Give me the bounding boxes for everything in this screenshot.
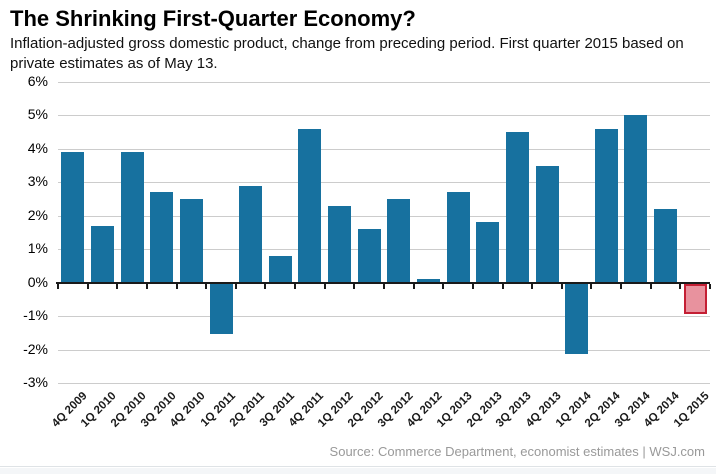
x-axis-tick — [353, 283, 356, 289]
bar-4q-2013 — [535, 165, 559, 283]
x-axis-tick — [649, 283, 652, 289]
gridline — [58, 215, 710, 217]
bar-3q-2012 — [387, 199, 411, 283]
gridline — [58, 383, 710, 384]
bar-1q-2013 — [446, 192, 470, 283]
x-axis-tick — [412, 283, 415, 289]
bar-2q-2010 — [120, 152, 144, 283]
y-axis-tick-label: 2% — [27, 206, 48, 223]
y-axis-tick-label: 4% — [27, 139, 48, 156]
x-axis-tick — [501, 283, 504, 289]
bar-4q-2010 — [179, 199, 203, 283]
bar-2q-2014 — [594, 128, 618, 283]
gridline — [58, 82, 710, 83]
bar-4q-2011 — [298, 128, 322, 283]
chart-title: The Shrinking First-Quarter Economy? — [10, 6, 416, 31]
bar-3q-2014 — [624, 115, 648, 283]
y-axis-tick-label: 5% — [27, 106, 48, 123]
x-axis-tick — [57, 283, 59, 289]
y-axis-tick-label: -3% — [23, 374, 48, 390]
bar-highlighted-1q-2015 — [683, 283, 707, 314]
bar-1q-2010 — [90, 225, 114, 283]
bar-4q-2014 — [654, 209, 678, 283]
gridline — [58, 249, 710, 251]
x-axis-tick — [679, 283, 682, 289]
y-axis-tick-label: -1% — [23, 307, 48, 324]
x-axis-tick — [590, 283, 593, 289]
gridline — [58, 115, 710, 117]
x-axis-tick — [145, 283, 148, 289]
x-axis-tick — [620, 283, 623, 289]
x-axis-tick — [383, 283, 385, 289]
bar-3q-2010 — [150, 192, 174, 283]
x-axis-tick — [471, 283, 474, 289]
zero-axis-line — [56, 281, 710, 284]
gridline — [58, 148, 710, 150]
x-axis-tick — [442, 283, 445, 289]
bar-2q-2011 — [239, 185, 263, 283]
x-axis-tick — [709, 283, 711, 289]
gridline — [58, 316, 710, 318]
bar-1q-2011 — [209, 283, 233, 334]
bar-4q-2012 — [416, 279, 440, 283]
y-axis-tick-label: 6% — [27, 73, 48, 89]
y-axis-tick-label: -2% — [23, 340, 48, 357]
gridline — [58, 349, 710, 351]
x-axis-tick — [86, 283, 89, 289]
bar-1q-2012 — [328, 205, 352, 283]
x-axis-tick — [323, 283, 326, 289]
x-axis-tick — [116, 283, 119, 289]
plot-area — [56, 82, 711, 384]
y-axis-tick-label: 0% — [27, 273, 48, 290]
bar-2q-2013 — [476, 222, 500, 283]
x-axis-tick — [531, 283, 534, 289]
bar-3q-2013 — [505, 132, 529, 283]
bar-3q-2011 — [268, 255, 292, 283]
x-axis-tick — [234, 283, 237, 289]
bar-4q-2009 — [61, 152, 85, 283]
x-axis-tick — [560, 283, 563, 289]
x-axis-tick — [205, 283, 208, 289]
x-axis-tick — [175, 283, 178, 289]
y-axis-tick-label: 1% — [27, 240, 48, 257]
bar-1q-2014 — [565, 283, 589, 354]
bar-2q-2012 — [357, 229, 381, 283]
x-axis-tick — [264, 283, 267, 289]
chart-subtitle: Inflation-adjusted gross domestic produc… — [10, 35, 684, 72]
x-axis-tick — [294, 283, 297, 289]
gridline — [58, 182, 710, 184]
y-axis-tick-label: 3% — [27, 173, 48, 190]
source-credit: Source: Commerce Department, economist e… — [329, 444, 705, 459]
